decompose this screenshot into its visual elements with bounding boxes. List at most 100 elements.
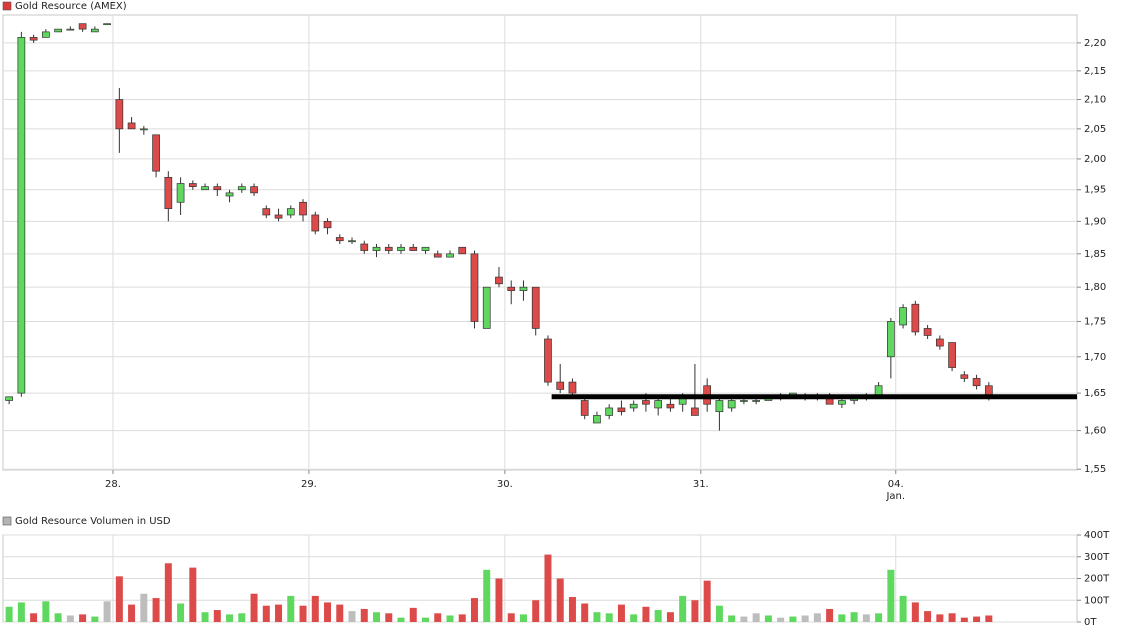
volume-bar	[42, 601, 50, 622]
y-tick-label: 1,95	[1084, 185, 1106, 196]
legend-swatch	[2, 1, 12, 11]
candle-body	[654, 400, 663, 409]
candle-body	[617, 407, 626, 413]
y-tick-label: 1,75	[1084, 316, 1106, 327]
candle-body	[299, 201, 307, 216]
volume-bar	[311, 595, 319, 622]
x-tick-sublabel: Jan.	[885, 491, 905, 502]
volume-bar	[275, 604, 283, 622]
volume-bar	[936, 614, 944, 622]
candle-body	[948, 342, 956, 368]
volume-bar	[507, 613, 515, 622]
volume-bar	[581, 603, 589, 622]
volume-bar	[948, 613, 956, 622]
volume-bar	[960, 617, 968, 622]
volume-bar	[421, 617, 429, 622]
volume-bar	[336, 604, 344, 622]
y-tick-label: 1,90	[1084, 216, 1106, 227]
candle-body	[531, 286, 540, 329]
volume-bar	[642, 606, 650, 622]
candle-body	[225, 192, 234, 197]
candle-body	[29, 37, 38, 41]
volume-bar	[703, 580, 711, 622]
volume-bar	[985, 615, 993, 622]
y-tick-label: 2,20	[1084, 38, 1106, 49]
candle-body	[911, 303, 920, 333]
volume-bar	[226, 614, 234, 622]
candle-body	[139, 128, 148, 131]
volume-bar	[458, 614, 466, 622]
candle-body	[103, 23, 111, 26]
y-tick-label: 300T	[1084, 552, 1110, 563]
volume-bar	[348, 611, 356, 622]
volume-bar	[679, 595, 687, 622]
candle-body	[201, 186, 209, 191]
volume-bar	[385, 613, 393, 622]
y-tick-label: 1,80	[1084, 282, 1106, 293]
volume-bar	[630, 614, 638, 622]
volume-bar	[409, 607, 417, 622]
candle-body	[78, 23, 87, 30]
x-tick-label: 28.	[105, 479, 121, 490]
volume-bar	[189, 567, 197, 622]
volume-bar	[740, 616, 748, 622]
volume-bar	[91, 616, 99, 622]
candle-body	[176, 183, 185, 203]
volume-bar	[483, 569, 491, 622]
candle-body	[727, 400, 736, 409]
candle-body	[90, 28, 99, 33]
legend-swatch	[2, 516, 12, 526]
candle-body	[838, 400, 846, 405]
candle-body	[372, 246, 381, 251]
y-tick-label: 1,60	[1084, 426, 1106, 437]
volume-bar	[238, 613, 246, 622]
candle-body	[446, 253, 454, 258]
candle-body	[972, 378, 981, 387]
candle-body	[115, 99, 124, 130]
candle-body	[629, 403, 638, 409]
volume-bar	[826, 608, 834, 622]
volume-bar	[752, 613, 760, 622]
candle-body	[960, 374, 969, 379]
volume-bar	[5, 606, 13, 622]
candle-body	[433, 253, 442, 258]
y-tick-label: 1,55	[1084, 464, 1106, 475]
volume-bar	[568, 596, 576, 622]
volume-bar	[813, 613, 821, 622]
volume-bar	[838, 614, 846, 622]
volume-bar	[324, 602, 332, 622]
candle-body	[666, 403, 675, 409]
candle-body	[409, 246, 418, 251]
candle-body	[262, 208, 271, 216]
volume-bar	[666, 612, 674, 622]
volume-bar	[446, 615, 454, 622]
volume-bar	[434, 613, 442, 622]
volume-bar	[164, 563, 172, 622]
candle-body	[715, 400, 724, 413]
legend-label: Gold Resource Volumen in USD	[15, 516, 171, 527]
volume-bar	[789, 616, 797, 622]
volume-bar	[532, 600, 540, 622]
legend-label: Gold Resource (AMEX)	[15, 1, 127, 12]
candle-body	[691, 407, 699, 416]
candle-body	[580, 400, 589, 416]
volume-bar	[556, 578, 564, 622]
volume-bar	[519, 614, 527, 622]
candle-body	[274, 214, 283, 219]
y-tick-label: 1,70	[1084, 352, 1106, 363]
candle-body	[519, 286, 528, 291]
candle-body	[899, 307, 907, 326]
candle-body	[66, 28, 75, 31]
volume-bar	[115, 576, 123, 622]
candle-body	[507, 286, 516, 291]
candle-body	[556, 381, 565, 390]
volume-bar	[470, 598, 478, 622]
candle-body	[887, 321, 895, 358]
volume-bar	[911, 602, 919, 622]
candle-body	[593, 415, 601, 424]
candle-body	[740, 400, 748, 402]
candle-body	[605, 407, 614, 416]
y-tick-label: 0T	[1084, 617, 1097, 628]
volume-bar	[654, 610, 662, 622]
volume-bar	[544, 554, 552, 622]
